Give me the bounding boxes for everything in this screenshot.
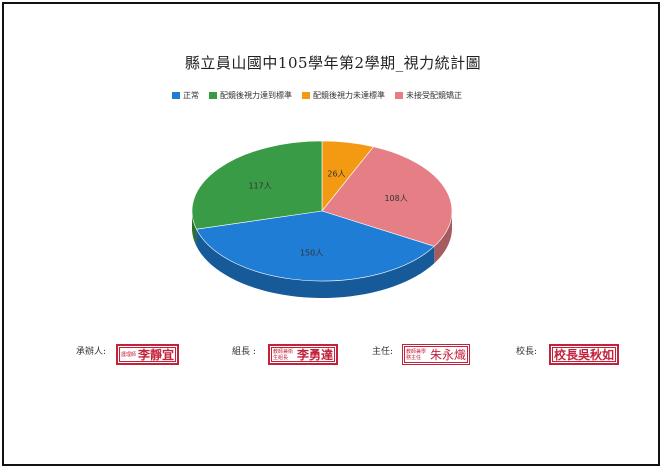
legend-item-uncorrected: 未接受配鏡矯正 — [395, 90, 462, 101]
legend-swatch-normal — [172, 92, 180, 99]
legend-label-uncorrected: 未接受配鏡矯正 — [406, 91, 462, 100]
stamp-director: 教師兼學務主任 朱永熾 — [402, 344, 471, 365]
signer-label-section-chief: 組長 : — [232, 347, 256, 357]
stamp-handler-name: 李靜宜 — [138, 348, 175, 362]
legend-swatch-corrected-ok — [209, 92, 217, 99]
data-label-corrected-not-ok: 26人 — [327, 169, 345, 178]
data-label-uncorrected: 108人 — [384, 194, 407, 203]
stamp-handler: 護理師 李靜宜 — [116, 344, 180, 365]
stamp-principal-title: 校長 — [554, 348, 579, 362]
legend-swatch-corrected-not-ok — [302, 92, 310, 99]
stamp-principal: 校長 吳秋如 — [549, 344, 620, 365]
legend-swatch-uncorrected — [395, 92, 403, 99]
legend-label-corrected-not-ok: 配鏡後視力未達標準 — [313, 91, 385, 100]
pie-side-corrected-ok — [192, 211, 197, 247]
chart-legend: 正常 配鏡後視力達到標準 配鏡後視力未達標準 未接受配鏡矯正 — [172, 90, 462, 101]
stamp-section-chief-title: 教師兼衛生組長 — [273, 348, 294, 361]
legend-label-normal: 正常 — [183, 91, 199, 100]
pie-slice-corrected-ok — [191, 140, 323, 230]
chart-title: 縣立員山國中105學年第2學期_視力統計圖 — [184, 54, 482, 72]
signer-label-handler: 承辦人: — [76, 347, 107, 357]
signature-row: 承辦人: 護理師 李靜宜 組長 : 教師兼衛生組長 李勇達 主任: 教師兼學務主… — [0, 340, 666, 380]
pie-side-normal — [196, 229, 435, 298]
legend-label-corrected-ok: 配鏡後視力達到標準 — [220, 91, 292, 100]
signer-label-principal: 校長: — [516, 347, 538, 357]
pie-side-uncorrected — [434, 211, 452, 264]
legend-item-corrected-not-ok: 配鏡後視力未達標準 — [302, 90, 385, 101]
signer-label-director: 主任: — [372, 347, 394, 357]
stamp-section-chief-name: 李勇達 — [297, 348, 334, 362]
legend-item-normal: 正常 — [172, 90, 199, 101]
pie-slice-uncorrected — [321, 146, 453, 247]
legend-item-corrected-ok: 配鏡後視力達到標準 — [209, 90, 292, 101]
data-label-corrected-ok: 117人 — [248, 181, 271, 190]
stamp-handler-title: 護理師 — [121, 351, 137, 358]
pie-slice-normal — [195, 210, 435, 282]
stamp-director-name: 朱永熾 — [430, 348, 467, 362]
stamp-director-title: 教師兼學務主任 — [406, 348, 427, 361]
data-label-normal: 150人 — [300, 249, 323, 258]
stamp-section-chief: 教師兼衛生組長 李勇達 — [268, 344, 339, 365]
stamp-principal-name: 吳秋如 — [578, 348, 615, 362]
